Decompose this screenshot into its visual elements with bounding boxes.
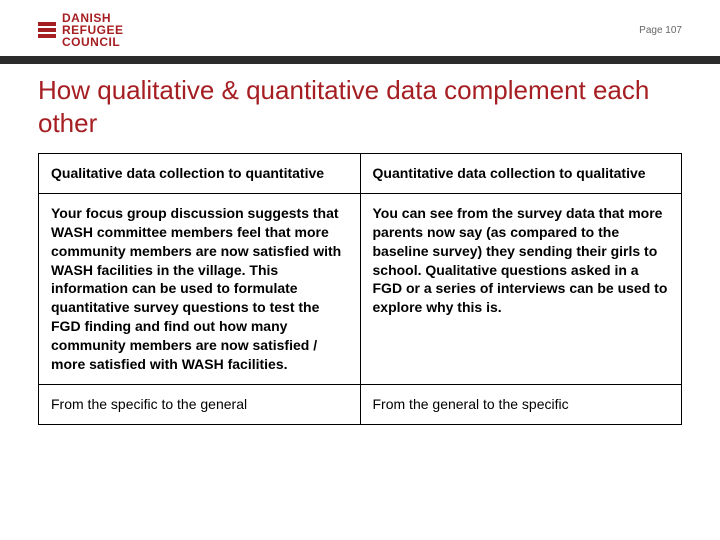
col-header-qualitative: Qualitative data collection to quantitat… [39, 154, 361, 194]
logo-bars-icon [38, 22, 56, 38]
cell-quant-body: You can see from the survey data that mo… [360, 193, 682, 384]
cell-qual-summary: From the specific to the general [39, 384, 361, 424]
page-title: How qualitative & quantitative data comp… [38, 74, 682, 139]
cell-qual-body: Your focus group discussion suggests tha… [39, 193, 361, 384]
col-header-quantitative: Quantitative data collection to qualitat… [360, 154, 682, 194]
table-row: Your focus group discussion suggests tha… [39, 193, 682, 384]
comparison-table: Qualitative data collection to quantitat… [38, 153, 682, 425]
divider-strip [0, 56, 720, 64]
cell-quant-summary: From the general to the specific [360, 384, 682, 424]
header: DANISH REFUGEE COUNCIL Page 107 [0, 0, 720, 56]
page-number: Page 107 [639, 25, 682, 36]
logo-line3: COUNCIL [62, 36, 124, 48]
drc-logo: DANISH REFUGEE COUNCIL [38, 12, 124, 48]
logo-text: DANISH REFUGEE COUNCIL [62, 12, 124, 48]
content-area: How qualitative & quantitative data comp… [0, 64, 720, 425]
table-header-row: Qualitative data collection to quantitat… [39, 154, 682, 194]
table-row: From the specific to the general From th… [39, 384, 682, 424]
